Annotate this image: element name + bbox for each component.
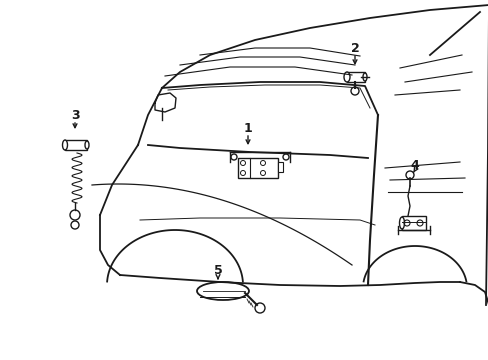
Text: 5: 5	[213, 264, 222, 276]
Ellipse shape	[343, 72, 349, 82]
Bar	[346, 72, 364, 82]
Text: 1: 1	[243, 122, 252, 135]
Ellipse shape	[62, 140, 67, 150]
Ellipse shape	[197, 282, 248, 300]
Bar	[238, 158, 278, 178]
Bar	[65, 140, 87, 150]
Ellipse shape	[399, 217, 404, 229]
Text: 3: 3	[71, 108, 79, 122]
Ellipse shape	[85, 141, 89, 149]
Bar	[401, 216, 425, 230]
Text: 4: 4	[410, 158, 419, 171]
Text: 2: 2	[350, 41, 359, 54]
Bar	[278, 162, 283, 172]
Ellipse shape	[362, 73, 366, 81]
